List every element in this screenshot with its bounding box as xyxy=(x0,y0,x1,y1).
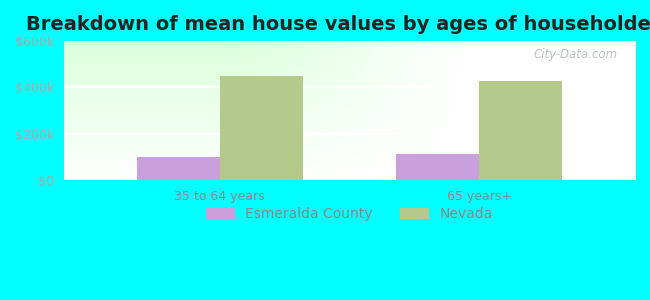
Title: Breakdown of mean house values by ages of householders: Breakdown of mean house values by ages o… xyxy=(27,15,650,34)
Bar xyxy=(396,154,479,180)
Text: City-Data.com: City-Data.com xyxy=(534,48,618,61)
Bar xyxy=(136,157,220,180)
Bar xyxy=(220,76,303,180)
Bar xyxy=(479,80,562,180)
Legend: Esmeralda County, Nevada: Esmeralda County, Nevada xyxy=(201,201,498,226)
